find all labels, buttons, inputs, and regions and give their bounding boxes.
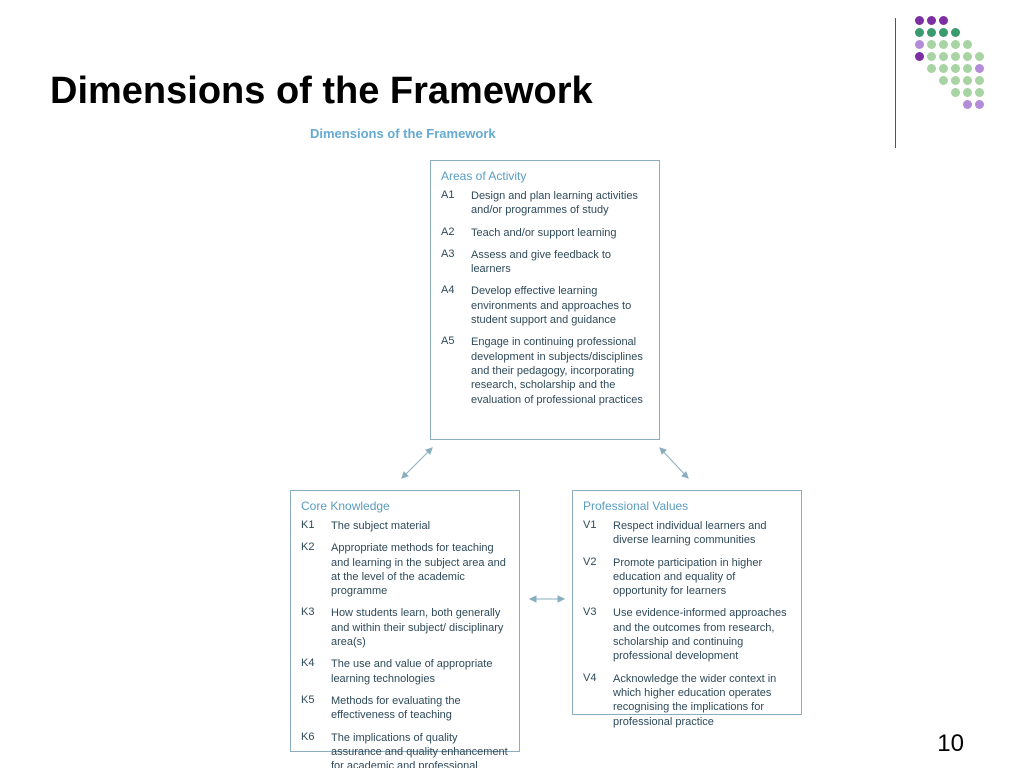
item-code: A4	[441, 284, 471, 327]
item-text: Assess and give feedback to learners	[471, 248, 649, 277]
list-item: K4The use and value of appropriate learn…	[301, 657, 509, 686]
item-code: V1	[583, 519, 613, 548]
box-items: K1The subject materialK2Appropriate meth…	[301, 519, 509, 768]
list-item: V4Acknowledge the wider context in which…	[583, 672, 791, 729]
box-title: Core Knowledge	[301, 499, 509, 513]
list-item: K6The implications of quality assurance …	[301, 731, 509, 768]
item-text: Teach and/or support learning	[471, 226, 617, 240]
item-text: The implications of quality assurance an…	[331, 731, 509, 768]
list-item: A1Design and plan learning activities an…	[441, 189, 649, 218]
box-items: A1Design and plan learning activities an…	[441, 189, 649, 407]
dot-matrix-icon	[915, 16, 984, 112]
list-item: K3How students learn, both generally and…	[301, 606, 509, 649]
box-core-knowledge: Core Knowledge K1The subject materialK2A…	[290, 490, 520, 752]
item-text: Engage in continuing professional develo…	[471, 335, 649, 406]
item-code: K2	[301, 541, 331, 598]
main-title: Dimensions of the Framework	[50, 70, 593, 113]
list-item: A3Assess and give feedback to learners	[441, 248, 649, 277]
list-item: K2Appropriate methods for teaching and l…	[301, 541, 509, 598]
item-code: K4	[301, 657, 331, 686]
list-item: V3Use evidence-informed approaches and t…	[583, 606, 791, 663]
divider-line	[895, 18, 896, 148]
item-code: A3	[441, 248, 471, 277]
item-text: Promote participation in higher educatio…	[613, 556, 791, 599]
item-text: The use and value of appropriate learnin…	[331, 657, 509, 686]
list-item: A4Develop effective learning environment…	[441, 284, 649, 327]
box-title: Professional Values	[583, 499, 791, 513]
arrow-top-right	[654, 442, 694, 482]
item-text: Use evidence-informed approaches and the…	[613, 606, 791, 663]
item-text: Design and plan learning activities and/…	[471, 189, 649, 218]
item-code: A5	[441, 335, 471, 406]
item-text: Acknowledge the wider context in which h…	[613, 672, 791, 729]
list-item: K5Methods for evaluating the effectivene…	[301, 694, 509, 723]
item-code: K5	[301, 694, 331, 723]
box-professional-values: Professional Values V1Respect individual…	[572, 490, 802, 715]
item-text: How students learn, both generally and w…	[331, 606, 509, 649]
box-items: V1Respect individual learners and divers…	[583, 519, 791, 729]
arrow-top-left	[398, 442, 438, 482]
list-item: V2Promote participation in higher educat…	[583, 556, 791, 599]
item-code: A1	[441, 189, 471, 218]
arrow-bottom	[526, 592, 568, 606]
item-code: A2	[441, 226, 471, 240]
item-text: Appropriate methods for teaching and lea…	[331, 541, 509, 598]
list-item: V1Respect individual learners and divers…	[583, 519, 791, 548]
sub-title: Dimensions of the Framework	[310, 126, 496, 141]
slide: Dimensions of the Framework Dimensions o…	[0, 0, 1024, 768]
item-text: Methods for evaluating the effectiveness…	[331, 694, 509, 723]
list-item: A2Teach and/or support learning	[441, 226, 649, 240]
item-code: K6	[301, 731, 331, 768]
box-title: Areas of Activity	[441, 169, 649, 183]
item-code: K1	[301, 519, 331, 533]
list-item: K1The subject material	[301, 519, 509, 533]
item-code: V2	[583, 556, 613, 599]
box-areas-of-activity: Areas of Activity A1Design and plan lear…	[430, 160, 660, 440]
item-text: Respect individual learners and diverse …	[613, 519, 791, 548]
list-item: A5Engage in continuing professional deve…	[441, 335, 649, 406]
item-text: The subject material	[331, 519, 430, 533]
page-number: 10	[937, 730, 964, 758]
item-code: V4	[583, 672, 613, 729]
item-text: Develop effective learning environments …	[471, 284, 649, 327]
item-code: V3	[583, 606, 613, 663]
item-code: K3	[301, 606, 331, 649]
